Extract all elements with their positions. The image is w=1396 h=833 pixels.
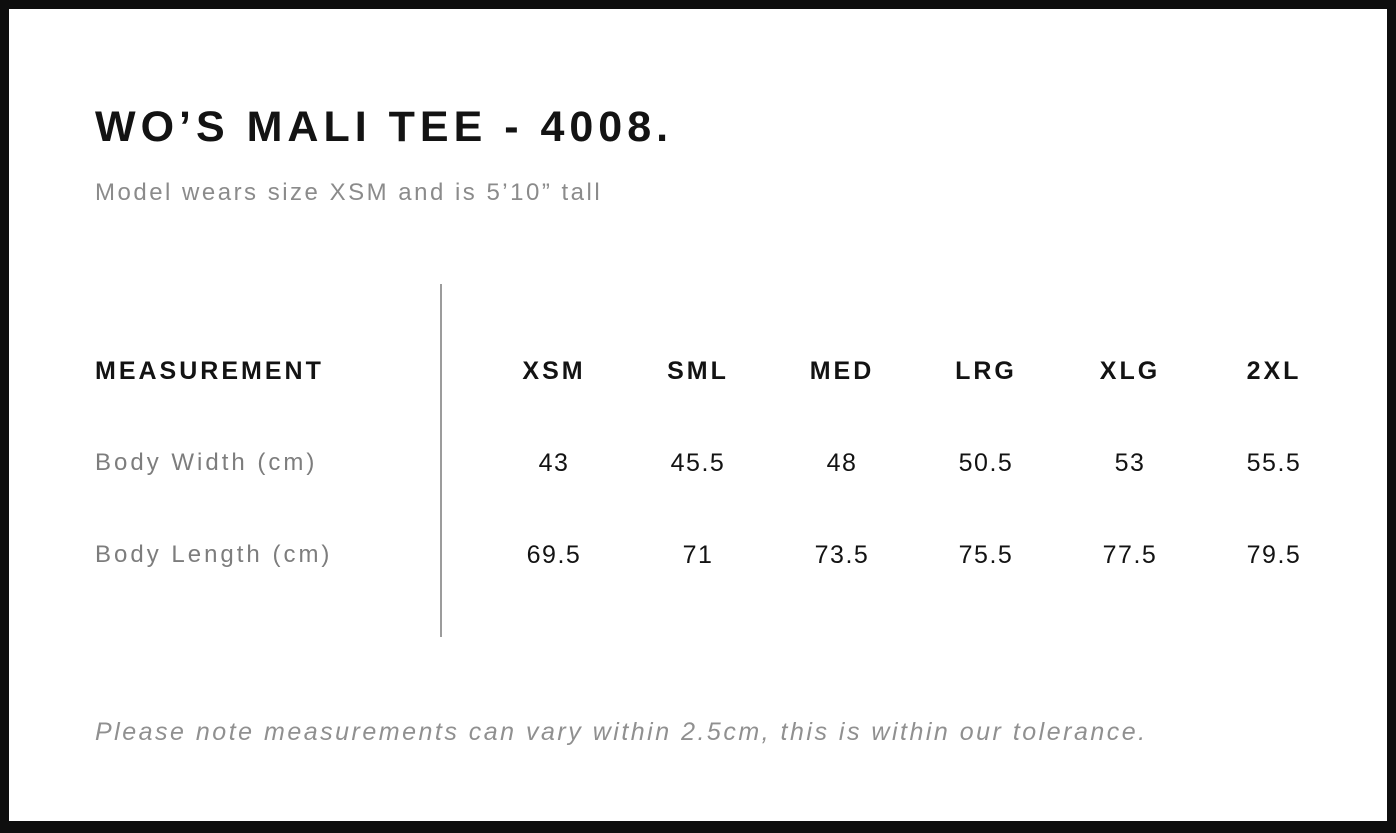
vertical-divider: [440, 284, 442, 637]
column-header-lrg: LRG: [955, 357, 1017, 385]
body-length-lrg-value: 75.5: [958, 541, 1014, 569]
tolerance-note: Please note measurements can vary within…: [95, 718, 1148, 746]
column-header-xsm: XSM: [522, 357, 586, 385]
body-length-xsm-value: 69.5: [526, 541, 582, 569]
body-width-med-value: 48: [826, 449, 858, 477]
table-row-body-length: Body Length (cm) 69.5 71 73.5 75.5 77.5 …: [95, 509, 1346, 601]
model-info-text: Model wears size XSM and is 5’10” tall: [95, 179, 603, 206]
column-header-2xl: 2XL: [1246, 357, 1302, 385]
body-length-2xl-value: 79.5: [1246, 541, 1302, 569]
page-title: WO’S MALI TEE - 4008.: [95, 103, 674, 151]
body-length-med-value: 73.5: [814, 541, 870, 569]
column-header-xlg: XLG: [1099, 357, 1161, 385]
body-width-xlg-value: 53: [1114, 449, 1146, 477]
table-row-body-width: Body Width (cm) 43 45.5 48 50.5 53 55.5: [95, 417, 1346, 509]
body-width-2xl-value: 55.5: [1246, 449, 1302, 477]
body-width-sml-value: 45.5: [670, 449, 726, 477]
table-header-row: MEASUREMENT XSM SML MED LRG XLG 2XL: [95, 325, 1346, 417]
column-header-measurement: MEASUREMENT: [95, 357, 324, 385]
row-label-body-width: Body Width (cm): [95, 448, 318, 476]
row-label-body-length: Body Length (cm): [95, 540, 333, 568]
column-header-med: MED: [809, 357, 875, 385]
body-length-xlg-value: 77.5: [1102, 541, 1158, 569]
body-length-sml-value: 71: [682, 541, 714, 569]
size-chart-table: MEASUREMENT XSM SML MED LRG XLG 2XL Body…: [95, 284, 1346, 637]
body-width-lrg-value: 50.5: [958, 449, 1014, 477]
body-width-xsm-value: 43: [538, 449, 570, 477]
column-header-sml: SML: [667, 357, 729, 385]
